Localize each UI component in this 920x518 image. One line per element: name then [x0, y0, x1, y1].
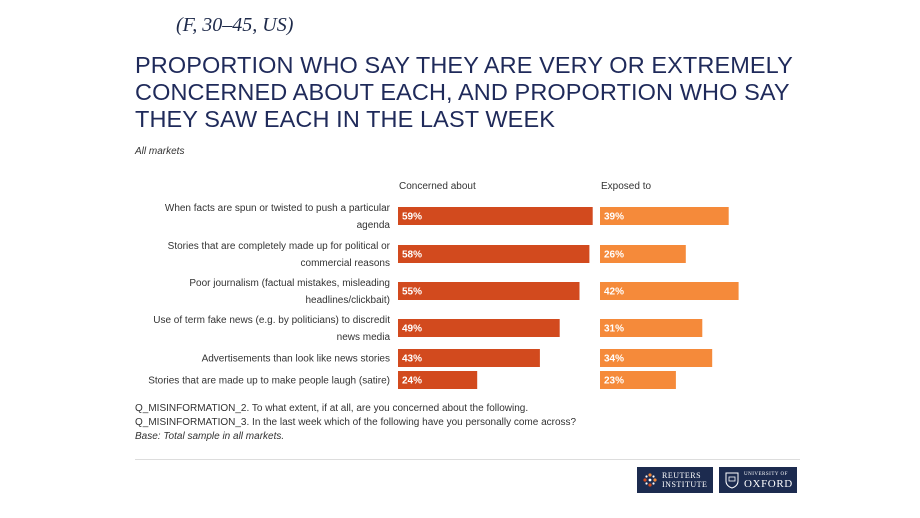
data-label-0-1: 58%: [402, 250, 422, 261]
bar-1-0: [600, 207, 729, 225]
category-label-3: Use of term fake news (e.g. by politicia…: [153, 315, 390, 343]
bar-1-5: [600, 371, 676, 389]
category-label-1: Stories that are completely made up for …: [168, 241, 391, 269]
oxford-logo: UNIVERSITY OF OXFORD: [719, 467, 797, 493]
bar-0-4: [398, 349, 540, 367]
data-label-0-5: 24%: [402, 376, 422, 387]
data-label-0-0: 59%: [402, 212, 422, 223]
chart-subtitle: All markets: [135, 146, 185, 157]
data-label-1-0: 39%: [604, 212, 624, 223]
series-header-0: Concerned about: [399, 181, 476, 192]
category-label-2: Poor journalism (factual mistakes, misle…: [189, 278, 390, 306]
bar-1-3: [600, 319, 703, 337]
bar-0-5: [398, 371, 478, 389]
data-label-1-5: 23%: [604, 376, 624, 387]
chart-notes: Q_MISINFORMATION_2. To what extent, if a…: [135, 402, 576, 444]
data-label-1-1: 26%: [604, 250, 624, 261]
bar-1-2: [600, 282, 739, 300]
reuters-institute-logo: REUTERS INSTITUTE: [637, 467, 713, 493]
bar-0-2: [398, 282, 580, 300]
category-label-0: When facts are spun or twisted to push a…: [165, 203, 391, 231]
data-label-1-3: 31%: [604, 324, 624, 335]
persona-label: (F, 30–45, US): [176, 14, 294, 36]
base-note: Base: Total sample in all markets.: [135, 431, 285, 442]
series-header-1: Exposed to: [601, 181, 651, 192]
data-label-0-3: 49%: [402, 324, 422, 335]
reuters-logo-line1: REUTERS: [662, 471, 702, 480]
reuters-logo-line2: INSTITUTE: [662, 480, 708, 489]
question-note-1: Q_MISINFORMATION_2. To what extent, if a…: [135, 403, 529, 414]
reuters-dots-icon: [643, 473, 657, 487]
data-label-0-2: 55%: [402, 287, 422, 298]
category-label-4: Advertisements than look like news stori…: [202, 354, 390, 365]
bar-1-4: [600, 349, 713, 367]
bar-0-1: [398, 245, 590, 263]
bar-0-0: [398, 207, 593, 225]
footer-divider: [135, 459, 800, 460]
chart-title: PROPORTION WHO SAY THEY ARE VERY OR EXTR…: [135, 52, 793, 132]
bar-chart: Concerned about Exposed to When facts are …: [148, 181, 739, 389]
oxford-logo-small: UNIVERSITY OF: [744, 471, 788, 477]
bar-1-1: [600, 245, 686, 263]
question-note-2: Q_MISINFORMATION_3. In the last week whi…: [135, 417, 577, 428]
data-label-1-2: 42%: [604, 287, 624, 298]
data-label-0-4: 43%: [402, 354, 422, 365]
oxford-logo-big: OXFORD: [744, 477, 793, 490]
oxford-crest-icon: [725, 472, 739, 489]
category-label-5: Stories that are made up to make people …: [148, 376, 390, 387]
bar-0-3: [398, 319, 560, 337]
data-label-1-4: 34%: [604, 354, 624, 365]
